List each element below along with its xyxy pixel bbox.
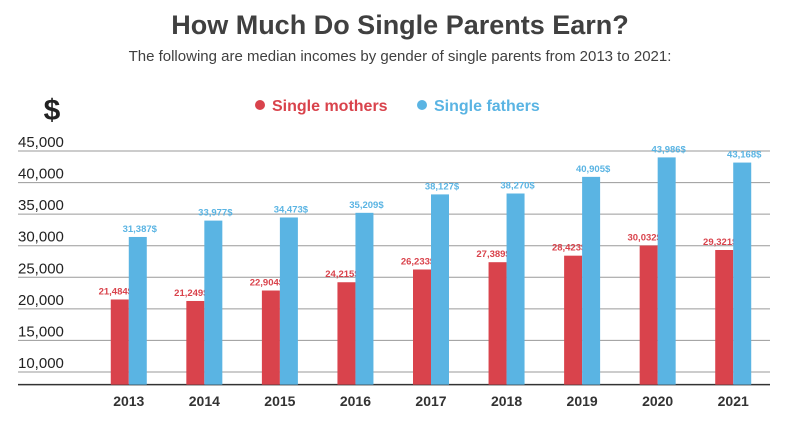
x-tick-label: 2016 <box>340 393 371 409</box>
x-tick-label: 2020 <box>642 393 673 409</box>
bar-single-mothers <box>337 282 356 385</box>
y-tick-label: 45,000 <box>18 134 64 151</box>
bar-single-fathers <box>204 220 223 385</box>
x-tick-label: 2015 <box>264 393 295 409</box>
y-tick-label: 10,000 <box>18 355 64 372</box>
legend: Single mothers Single fathers <box>255 98 540 115</box>
bar-single-fathers <box>506 193 525 385</box>
bar-single-fathers <box>733 162 752 385</box>
data-label: 43,168$ <box>727 150 762 161</box>
y-tick-label: 25,000 <box>18 260 64 277</box>
bar-single-mothers <box>564 255 583 385</box>
bar-single-fathers <box>128 236 147 385</box>
data-label: 31,387$ <box>123 224 158 235</box>
bar-single-fathers <box>279 217 298 385</box>
data-label: 27,389$ <box>476 249 511 260</box>
bar-single-fathers <box>355 212 374 385</box>
bar-single-mothers <box>715 250 734 385</box>
data-label: 35,209$ <box>349 200 384 211</box>
x-axis: 2013 2014 2015 2016 2017 2018 2019 2020 2021 <box>113 393 749 409</box>
data-label: 43,986$ <box>651 144 686 155</box>
legend-label: Single mothers <box>272 98 388 115</box>
y-axis-label: $ <box>44 94 61 127</box>
bar-single-mothers <box>488 262 507 385</box>
data-label: 33,977$ <box>198 208 233 219</box>
x-tick-label: 2019 <box>567 393 598 409</box>
bar-single-fathers <box>657 157 676 385</box>
data-label: 30,032$ <box>627 233 662 244</box>
data-label: 29,321$ <box>703 237 738 248</box>
chart-subtitle: The following are median incomes by gend… <box>128 48 672 65</box>
bar-single-mothers <box>110 299 129 385</box>
bar-single-fathers <box>582 176 601 385</box>
data-label: 21,484$ <box>99 286 134 297</box>
data-label: 34,473$ <box>274 204 309 215</box>
y-tick-label: 30,000 <box>18 229 64 246</box>
x-tick-label: 2017 <box>415 393 446 409</box>
bar-series: 21,484$ 31,387$ 21,249$ 33,977$ 22,904$ 34,47… <box>99 144 762 385</box>
data-label: 26,233$ <box>401 257 436 268</box>
legend-label: Single fathers <box>434 98 540 115</box>
y-tick-label: 40,000 <box>18 166 64 183</box>
x-tick-label: 2013 <box>113 393 144 409</box>
x-tick-label: 2018 <box>491 393 522 409</box>
x-tick-label: 2021 <box>718 393 749 409</box>
legend-marker <box>255 100 265 110</box>
bar-single-mothers <box>639 245 658 385</box>
data-label: 38,270$ <box>500 180 535 191</box>
bar-single-mothers <box>413 269 431 385</box>
legend-marker <box>417 100 427 110</box>
data-label: 24,215$ <box>325 269 360 280</box>
y-tick-label: 15,000 <box>18 323 64 340</box>
data-label: 40,905$ <box>576 164 611 175</box>
data-label: 28,423$ <box>552 243 587 254</box>
y-tick-label: 20,000 <box>18 292 64 309</box>
data-label: 38,127$ <box>425 181 460 192</box>
chart-title: How Much Do Single Parents Earn? <box>171 10 629 40</box>
bar-single-mothers <box>261 290 280 385</box>
y-axis: 10,000 15,000 20,000 25,000 30,000 35,000 40,0… <box>18 134 64 372</box>
y-tick-label: 35,000 <box>18 197 64 214</box>
data-label: 21,249$ <box>174 288 209 299</box>
data-label: 22,904$ <box>250 278 285 289</box>
bar-single-fathers <box>431 194 449 385</box>
x-tick-label: 2014 <box>189 393 220 409</box>
bar-single-mothers <box>186 300 205 385</box>
